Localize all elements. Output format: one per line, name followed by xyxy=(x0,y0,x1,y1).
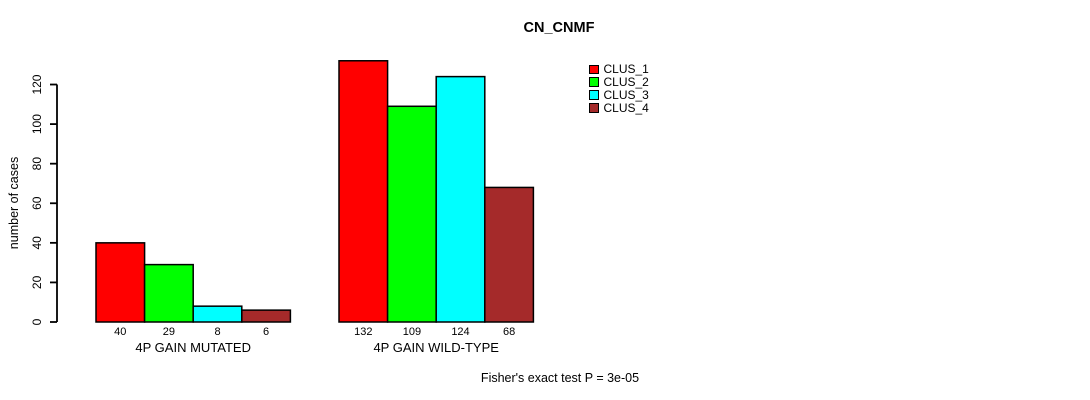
bar-clus_3-1 xyxy=(192,305,243,323)
legend-swatch-clus-2 xyxy=(589,77,599,87)
legend-item: CLUS_2 xyxy=(589,76,649,89)
y-axis-title: number of cases xyxy=(7,157,21,249)
bar-clus_1-1 xyxy=(95,242,146,323)
y-axis-tick-label: 0 xyxy=(30,318,44,325)
bar-clus_4-2 xyxy=(484,186,535,323)
y-axis-tick-label: 100 xyxy=(30,114,44,134)
bar-value-label: 109 xyxy=(403,326,421,338)
legend-swatch-clus-3 xyxy=(589,90,599,100)
legend-swatch-clus-1 xyxy=(589,64,599,75)
legend-label: CLUS_1 xyxy=(603,62,649,77)
y-axis-tick-label: 20 xyxy=(30,275,44,289)
chart-title: CN_CNMF xyxy=(523,20,595,36)
legend-item: CLUS_1 xyxy=(589,63,649,76)
bar-clus_3-2 xyxy=(435,75,486,323)
legend: CLUS_1 CLUS_2 CLUS_3 CLUS_4 xyxy=(589,63,649,114)
bar-value-label: 68 xyxy=(503,326,515,338)
bar-value-label: 40 xyxy=(114,326,126,338)
bar-clus_1-2 xyxy=(338,60,389,323)
bar-value-label: 124 xyxy=(451,326,469,338)
y-axis-tick-label: 120 xyxy=(30,74,44,94)
legend-item: CLUS_3 xyxy=(589,89,649,102)
bar-value-label: 6 xyxy=(263,326,269,338)
legend-label: CLUS_2 xyxy=(603,75,649,90)
y-axis-tick-label: 60 xyxy=(30,196,44,210)
y-axis-tick-label: 80 xyxy=(30,157,44,171)
y-axis-tick-label: 40 xyxy=(30,236,44,250)
category-label: 4P GAIN MUTATED xyxy=(135,340,251,355)
legend-label: CLUS_3 xyxy=(603,87,649,102)
bar-value-label: 132 xyxy=(354,326,372,338)
legend-swatch-clus-4 xyxy=(589,103,599,113)
legend-item: CLUS_4 xyxy=(589,101,649,114)
bar-value-label: 8 xyxy=(214,326,220,338)
category-label: 4P GAIN WILD-TYPE xyxy=(373,340,499,355)
bar-clus_2-1 xyxy=(143,263,194,323)
bar-clus_4-1 xyxy=(241,309,292,323)
fisher-test-annotation: Fisher's exact test P = 3e-05 xyxy=(480,371,640,385)
bar-clus_2-2 xyxy=(386,105,437,323)
bar-value-label: 29 xyxy=(163,326,175,338)
legend-label: CLUS_4 xyxy=(603,100,649,115)
